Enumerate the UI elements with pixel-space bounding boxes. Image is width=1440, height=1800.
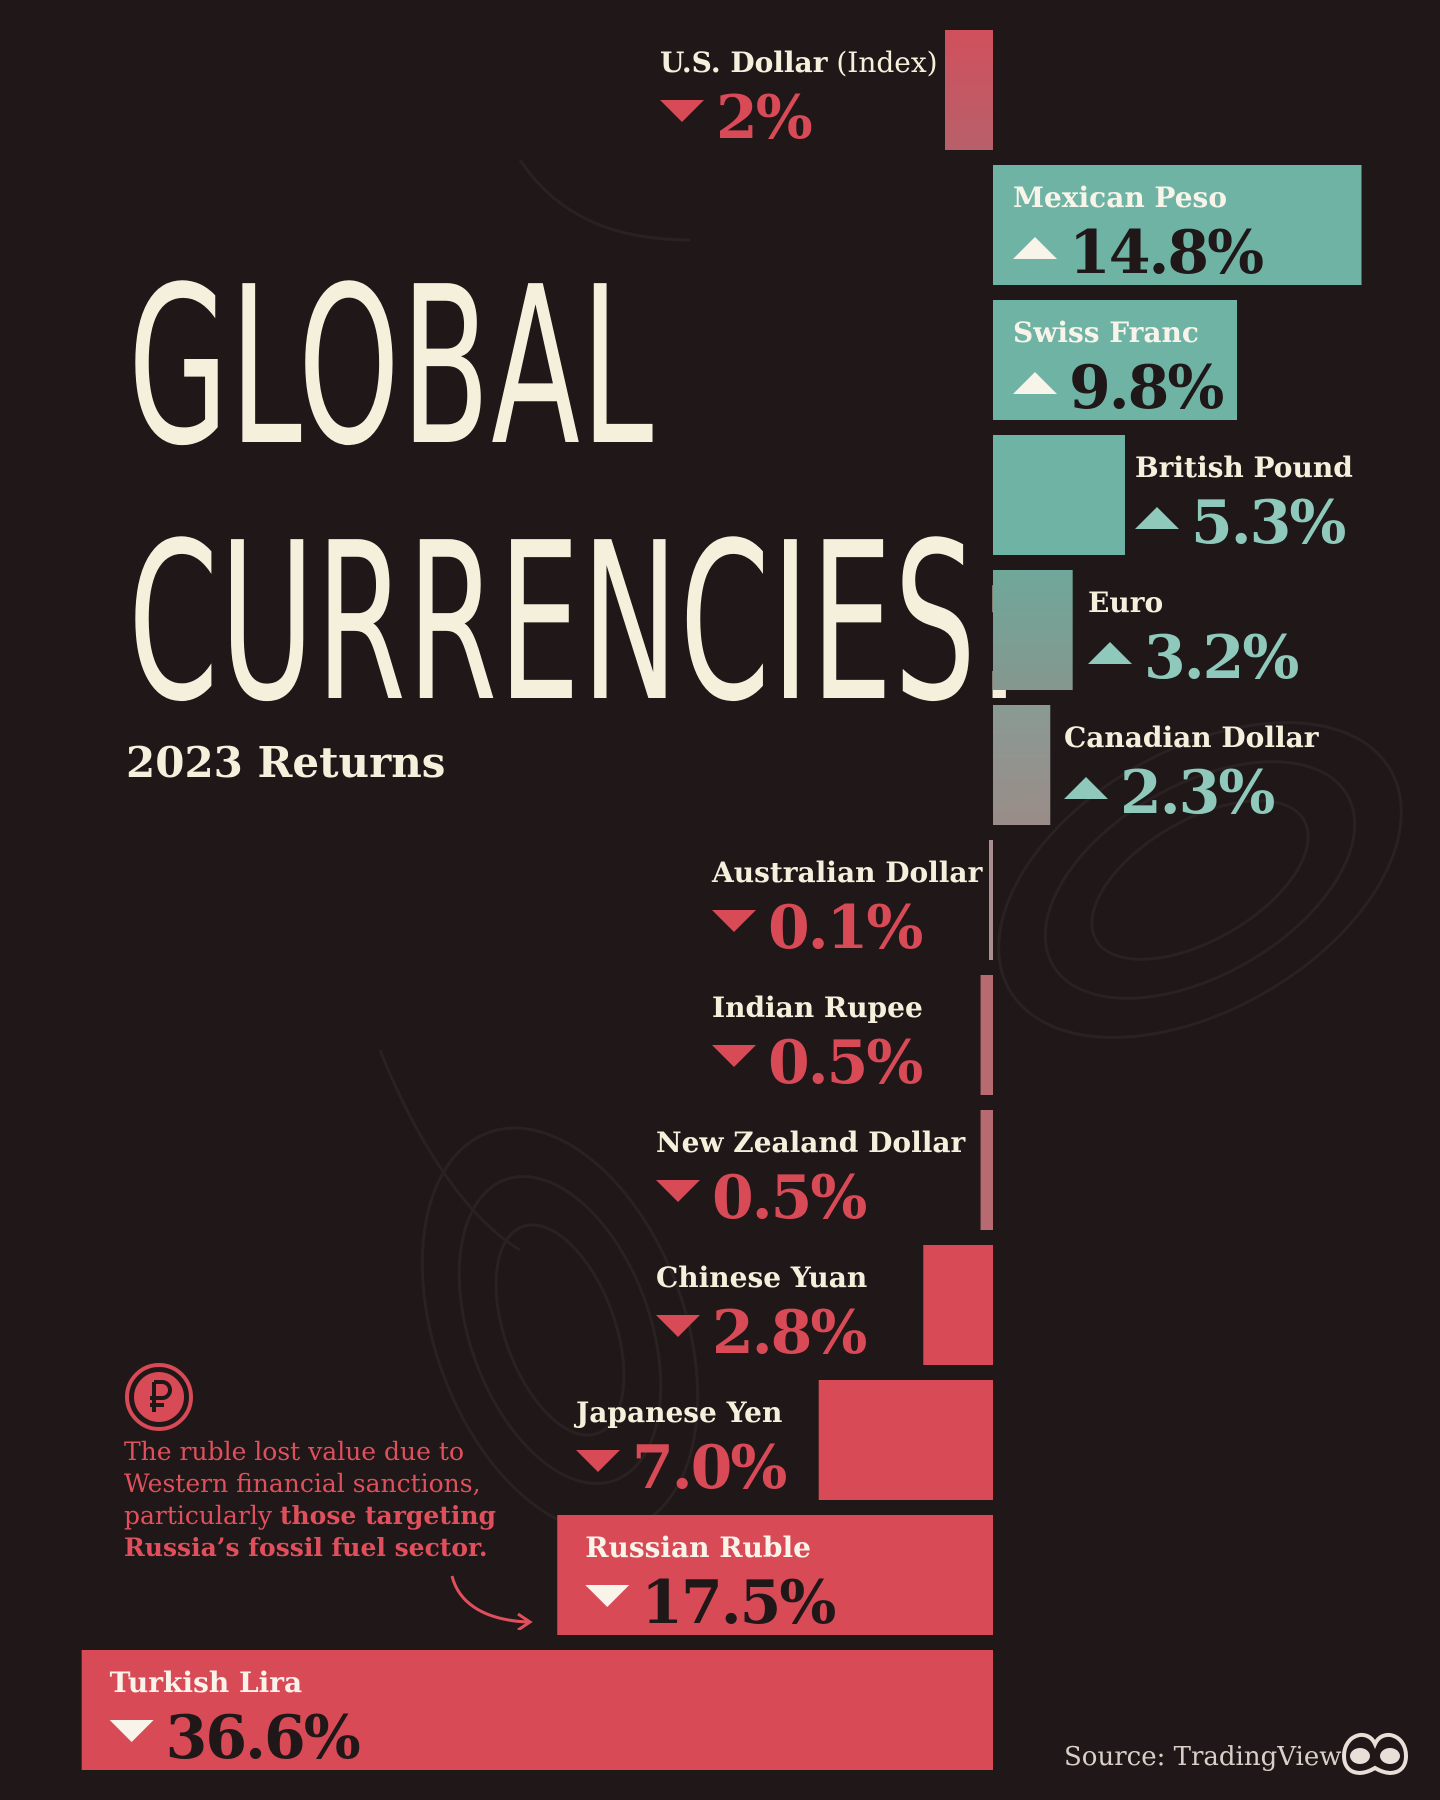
arrow-down-icon-russian-ruble [585, 1585, 630, 1607]
bar-u-s-dollar [945, 30, 993, 150]
label-new-zealand-dollar: New Zealand Dollar [656, 1126, 966, 1159]
label-australian-dollar: Australian Dollar [711, 856, 984, 889]
arrow-down-icon-u-s-dollar [660, 100, 704, 122]
bar-japanese-yen [818, 1380, 993, 1500]
annotation-text: The ruble lost value due to Western fina… [124, 1437, 481, 1530]
arrow-up-icon-british-pound [1135, 507, 1179, 529]
title-line-2: CURRENCIES: [128, 497, 1023, 750]
label-chinese-yuan: Chinese Yuan [656, 1261, 867, 1294]
bar-canadian-dollar [993, 705, 1051, 825]
label-british-pound: British Pound [1135, 451, 1353, 484]
value-label-turkish-lira: 36.6% [166, 1703, 360, 1773]
value-label-russian-ruble: 17.5% [641, 1568, 835, 1638]
arrow-up-icon-mexican-peso [1013, 237, 1057, 259]
chart-subtitle: 2023 Returns [126, 738, 446, 787]
annotation-bold-text: those targeting Russia’s fossil fuel sec… [124, 1501, 497, 1562]
bar-indian-rupee [980, 975, 993, 1095]
ruble-annotation: The ruble lost value due to Western fina… [124, 1436, 544, 1564]
value-label-u-s-dollar: 2% [716, 83, 812, 153]
value-label-swiss-franc: 9.8% [1069, 353, 1223, 423]
value-label-indian-rupee: 0.5% [768, 1028, 922, 1098]
label-indian-rupee: Indian Rupee [712, 991, 923, 1024]
source-credit: Source: TradingView [1064, 1742, 1342, 1772]
ruble-icon [125, 1363, 193, 1431]
arrow-down-icon-australian-dollar [712, 910, 756, 932]
arrow-down-icon-new-zealand-dollar [656, 1180, 700, 1202]
bar-turkish-lira [81, 1650, 993, 1770]
arrow-up-icon-euro [1088, 642, 1132, 664]
bar-russian-ruble [557, 1515, 993, 1635]
value-label-new-zealand-dollar: 0.5% [712, 1163, 866, 1233]
bar-chinese-yuan [923, 1245, 993, 1365]
bar-swiss-franc [993, 300, 1238, 420]
bar-british-pound [993, 435, 1125, 555]
arrow-down-icon-japanese-yen [576, 1450, 620, 1472]
value-label-japanese-yen: 7.0% [632, 1433, 786, 1503]
annotation-arrow-icon [450, 1575, 533, 1630]
arrow-down-icon-chinese-yuan [656, 1315, 700, 1337]
arrow-down-icon-turkish-lira [109, 1720, 154, 1742]
title-line-1: GLOBAL [128, 241, 655, 494]
value-label-british-pound: 5.3% [1191, 488, 1345, 558]
visual-capitalist-logo-icon [1341, 1733, 1409, 1775]
arrow-down-icon-indian-rupee [712, 1045, 756, 1067]
bar-new-zealand-dollar [980, 1110, 993, 1230]
bar-euro [993, 570, 1073, 690]
label-russian-ruble: Russian Ruble [585, 1531, 811, 1564]
label-euro: Euro [1088, 586, 1163, 619]
value-label-canadian-dollar: 2.3% [1120, 758, 1274, 828]
value-label-chinese-yuan: 2.8% [712, 1298, 866, 1368]
label-canadian-dollar: Canadian Dollar [1064, 721, 1320, 754]
value-label-mexican-peso: 14.8% [1069, 218, 1263, 288]
arrow-up-icon-swiss-franc [1013, 372, 1057, 394]
chart-title: GLOBAL CURRENCIES: [128, 240, 1022, 752]
label-swiss-franc: Swiss Franc [1013, 316, 1199, 349]
value-label-euro: 3.2% [1144, 623, 1298, 693]
bar-australian-dollar [989, 840, 993, 960]
arrow-up-icon-canadian-dollar [1064, 777, 1108, 799]
bar-mexican-peso [993, 165, 1362, 285]
label-u-s-dollar: U.S. Dollar (Index) [660, 46, 938, 79]
label-turkish-lira: Turkish Lira [110, 1666, 303, 1699]
label-mexican-peso: Mexican Peso [1013, 181, 1227, 214]
label-japanese-yen: Japanese Yen [573, 1396, 782, 1429]
value-label-australian-dollar: 0.1% [768, 893, 922, 963]
